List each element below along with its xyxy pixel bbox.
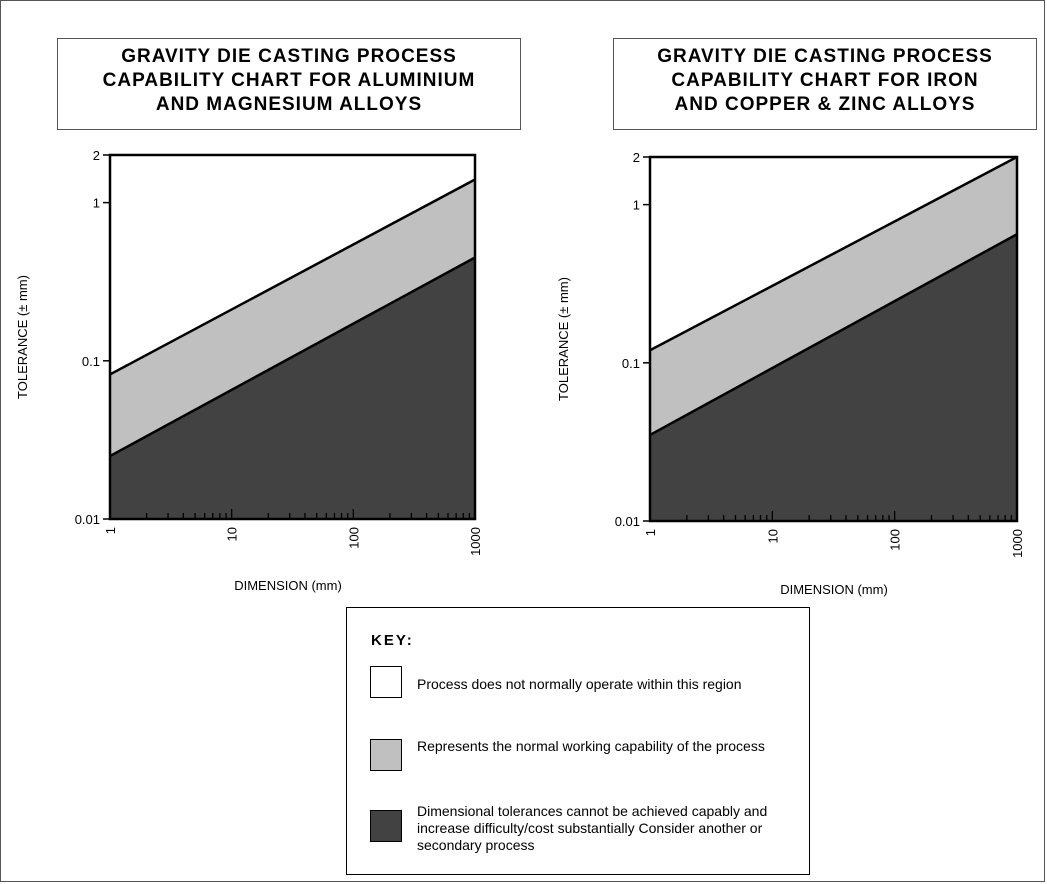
y-axis-label-left: TOLERANCE (± mm) xyxy=(15,275,30,399)
chart-right-title-line-1: GRAVITY DIE CASTING PROCESS xyxy=(657,46,993,67)
legend-swatch-white xyxy=(370,666,402,698)
x-axis-label-right: DIMENSION (mm) xyxy=(780,582,888,597)
band-area-left-1 xyxy=(110,257,475,519)
chart-right: 1 10 100 1000 0.01 0.1 1 2 TOLERANCE (± mm) DIMEN… xyxy=(556,150,1025,597)
plot-frame-left xyxy=(108,153,477,521)
legend-label-not-operate: Process does not normally operate within… xyxy=(417,676,742,692)
x-tick-label-left-1: 1 xyxy=(103,527,118,534)
legend-label-not-achievable: Dimensional tolerances cannot be achieve… xyxy=(417,803,768,853)
charts-canvas: 1 10 100 1000 0.01 0.1 1 2 TOLERANCE (± mm) DIMEN… xyxy=(15,148,1025,597)
y-tick-label-right-1: 1 xyxy=(633,198,640,213)
x-tick-label-right-1000: 1000 xyxy=(1010,529,1025,558)
y-tick-label-left-2: 2 xyxy=(93,148,100,163)
y-tick-label-right-2: 2 xyxy=(633,150,640,165)
x-tick-label-left-100: 100 xyxy=(346,527,361,549)
chart-right-title-line-2: CAPABILITY CHART FOR IRON xyxy=(671,70,979,91)
x-tick-label-right-10: 10 xyxy=(765,529,780,543)
chart-right-title: GRAVITY DIE CASTING PROCESS CAPABILITY C… xyxy=(613,38,1037,130)
x-tick-label-left-1000: 1000 xyxy=(468,527,483,556)
chart-left-title: GRAVITY DIE CASTING PROCESS CAPABILITY C… xyxy=(57,38,521,130)
chart-left-title-line-2: CAPABILITY CHART FOR ALUMINIUM xyxy=(102,70,476,91)
y-tick-label-right-0.01: 0.01 xyxy=(615,514,640,529)
y-tick-label-left-1: 1 xyxy=(93,196,100,211)
band-area-right-1 xyxy=(650,234,1017,521)
band-boundary-line-right-0 xyxy=(649,155,1018,352)
x-tick-label-right-100: 100 xyxy=(888,529,903,551)
band-boundary-line-left-0 xyxy=(109,178,476,376)
chart-left-title-line-3: AND MAGNESIUM ALLOYS xyxy=(155,94,423,115)
legend-swatch-grey xyxy=(370,739,402,771)
y-tick-label-right-0.1: 0.1 xyxy=(622,356,640,371)
x-tick-label-left-10: 10 xyxy=(225,527,240,541)
y-axis-label-right: TOLERANCE (± mm) xyxy=(556,277,571,401)
band-boundary-line-right-1 xyxy=(649,233,1018,437)
chart-left: 1 10 100 1000 0.01 0.1 1 2 TOLERANCE (± mm) DIMEN… xyxy=(15,148,483,593)
legend-label-normal-capability: Represents the normal working capability… xyxy=(417,738,765,754)
legend-title: KEY: xyxy=(371,632,414,649)
chart-right-title-line-3: AND COPPER & ZINC ALLOYS xyxy=(674,94,976,115)
legend-box: KEY: Process does not normally operate w… xyxy=(346,607,810,875)
band-boundary-line-left-1 xyxy=(109,256,476,458)
x-tick-label-right-1: 1 xyxy=(643,529,658,536)
x-axis-label-left: DIMENSION (mm) xyxy=(234,578,342,593)
legend-swatch-dark xyxy=(370,810,402,842)
plot-frame-right xyxy=(648,155,1019,523)
chart-left-title-line-1: GRAVITY DIE CASTING PROCESS xyxy=(121,46,457,67)
y-tick-label-left-0.1: 0.1 xyxy=(82,354,100,369)
y-tick-label-left-0.01: 0.01 xyxy=(75,512,100,527)
